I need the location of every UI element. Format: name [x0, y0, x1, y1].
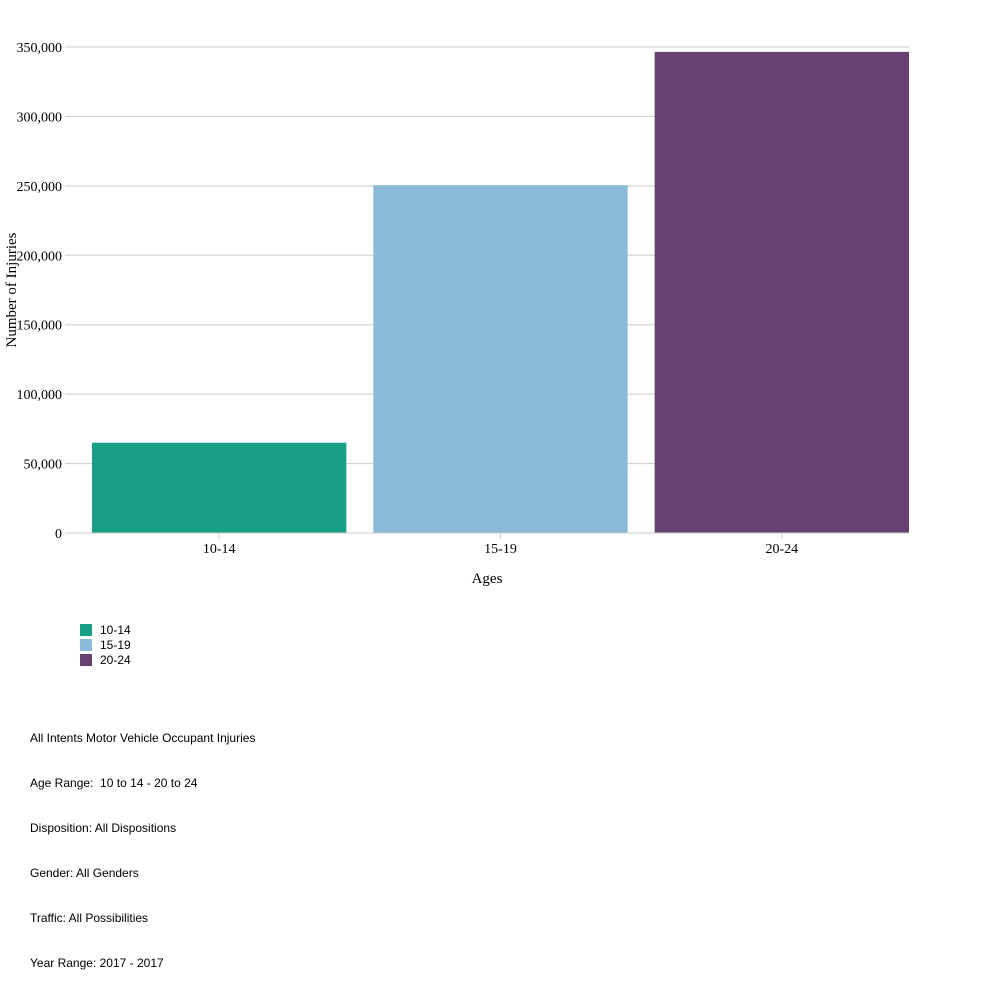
y-tick-label: 250,000: [17, 180, 63, 195]
bar-10-14[interactable]: [92, 442, 347, 533]
legend-item[interactable]: 20-24: [80, 652, 131, 667]
note-traffic: Traffic: All Possibilities: [30, 911, 149, 925]
legend-label: 20-24: [100, 652, 131, 667]
note-title: All Intents Motor Vehicle Occupant Injur…: [30, 731, 256, 745]
note-year-range: Year Range: 2017 - 2017: [30, 956, 164, 970]
y-axis-title: Number of Injuries: [4, 232, 20, 347]
y-tick-label: 0: [55, 527, 62, 542]
y-tick-label: 50,000: [24, 458, 63, 473]
y-tick-label: 350,000: [17, 41, 63, 56]
legend-swatch: [80, 638, 92, 651]
bar-20-24[interactable]: [654, 51, 909, 534]
legend-swatch: [80, 653, 92, 666]
legend-label: 15-19: [100, 637, 131, 652]
x-tick-label: 20-24: [765, 542, 798, 557]
note-disposition: Disposition: All Dispositions: [30, 821, 177, 835]
legend: 10-14 15-19 20-24: [80, 622, 131, 667]
x-axis-title: Ages: [472, 571, 503, 587]
bars: [92, 51, 909, 534]
y-tick-label: 150,000: [17, 319, 63, 334]
y-tick-label: 200,000: [17, 249, 63, 264]
note-age-range: Age Range: 10 to 14 - 20 to 24: [30, 776, 198, 790]
y-axis-ticks: 0 50,000 100,000 150,000 200,000 250,000 300,0…: [17, 41, 63, 542]
bar-chart: 0 50,000 100,000 150,000 200,000 250,000 300,0…: [4, 41, 909, 587]
query-notes: All Intents Motor Vehicle Occupant Injur…: [30, 701, 255, 986]
x-tick-label: 10-14: [203, 542, 236, 557]
x-tick-label: 15-19: [484, 542, 517, 557]
x-axis-ticks: 10-14 15-19 20-24: [203, 533, 798, 557]
y-tick-label: 100,000: [17, 388, 63, 403]
y-tick-label: 300,000: [17, 110, 63, 125]
legend-swatch: [80, 623, 92, 636]
legend-label: 10-14: [100, 622, 131, 637]
note-gender: Gender: All Genders: [30, 866, 139, 880]
legend-item[interactable]: 10-14: [80, 622, 131, 637]
legend-item[interactable]: 15-19: [80, 637, 131, 652]
bar-15-19[interactable]: [373, 185, 628, 534]
